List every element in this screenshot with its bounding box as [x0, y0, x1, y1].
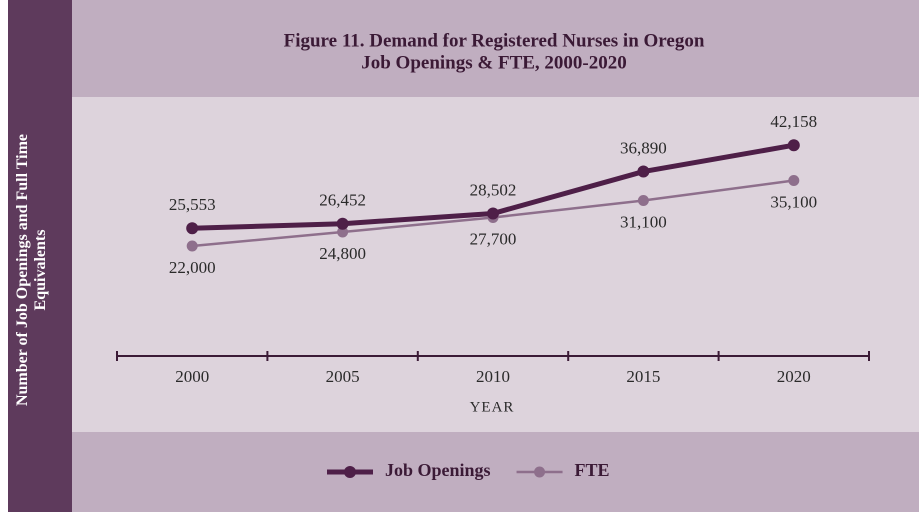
- point: [487, 207, 499, 220]
- point: [788, 175, 800, 186]
- legend-marker: [344, 466, 356, 478]
- chart-title: Figure 11. Demand for Registered Nurses …: [284, 30, 705, 51]
- data-label: 27,700: [470, 229, 517, 248]
- y-axis-label: Number of Job Openings and Full Time Equ…: [14, 133, 49, 407]
- x-axis-label: YEAR: [470, 399, 515, 415]
- point: [336, 217, 349, 230]
- data-label: 36,890: [620, 138, 667, 157]
- point: [337, 226, 349, 238]
- y-label-group: Number of Job Openings and Full Time Equ…: [14, 133, 49, 407]
- legend-band: [8, 432, 919, 512]
- point: [637, 195, 649, 206]
- point: [637, 165, 650, 178]
- title-band: [8, 0, 919, 97]
- side-bar: [8, 0, 72, 512]
- data-label: 31,100: [620, 212, 667, 231]
- x-tick-label: 2010: [476, 367, 510, 386]
- legend-marker: [534, 466, 546, 478]
- chart-subtitle: Job Openings & FTE, 2000-2020: [361, 52, 627, 73]
- data-label: 22,000: [169, 258, 216, 277]
- data-label: 26,452: [319, 191, 366, 210]
- data-label: 42,158: [770, 112, 817, 131]
- y-label-box: Number of Job Openings and Full Time Equ…: [14, 133, 49, 407]
- legend-label: Job Openings: [385, 460, 491, 480]
- x-tick-label: 2020: [777, 367, 811, 386]
- data-label: 25,553: [169, 195, 216, 214]
- legend-label: FTE: [575, 460, 610, 480]
- data-label: 28,502: [470, 180, 517, 199]
- data-label: 35,100: [770, 192, 817, 211]
- data-label: 24,800: [319, 244, 366, 263]
- point: [186, 240, 198, 252]
- point: [787, 139, 800, 152]
- x-tick-label: 2005: [326, 367, 360, 386]
- plot-band: [72, 97, 919, 432]
- x-tick-label: 2015: [626, 367, 660, 386]
- x-tick-label: 2000: [175, 367, 209, 386]
- point: [186, 222, 199, 235]
